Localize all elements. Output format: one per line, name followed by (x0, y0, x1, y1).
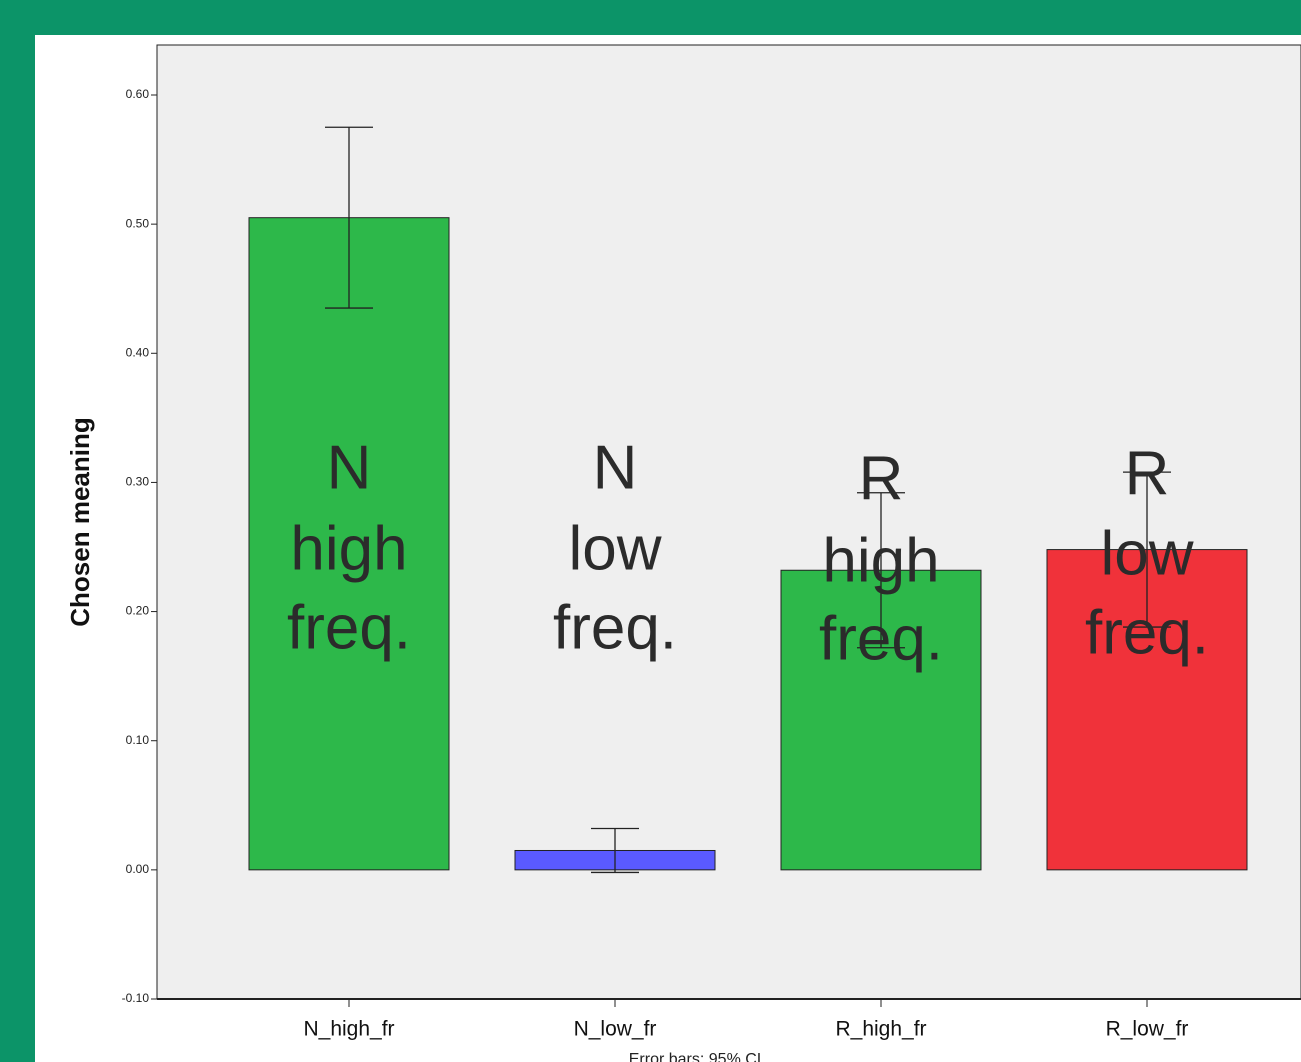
x-tick-label: R_high_fr (835, 1018, 926, 1041)
y-tick-label: 0.50 (126, 216, 150, 230)
y-tick-label: -0.10 (122, 991, 150, 1005)
y-tick-label: 0.40 (126, 345, 150, 359)
annotation: N (327, 433, 372, 502)
y-axis-label: Chosen meaning (65, 417, 95, 626)
annotation: N (593, 433, 638, 502)
error-bar (857, 492, 905, 649)
bar (248, 217, 450, 871)
x-tick-label: R_low_fr (1106, 1018, 1189, 1041)
y-tick-label: 0.20 (126, 604, 150, 618)
annotation: R (859, 444, 904, 513)
error-bar (591, 827, 639, 874)
y-tick-label: 0.60 (126, 87, 150, 101)
y-tick-label: 0.30 (126, 475, 150, 489)
x-tick-label: N_low_fr (574, 1018, 657, 1041)
footnote: Error bars: 95% CI (629, 1051, 761, 1062)
annotation: high (822, 526, 939, 595)
y-tick-label: 0.00 (126, 862, 150, 876)
annotation: high (290, 514, 407, 583)
x-tick-label: N_high_fr (303, 1018, 394, 1041)
annotation: R (1125, 439, 1170, 508)
annotation: freq. (819, 604, 943, 673)
y-tick-label: 0.10 (126, 733, 150, 747)
error-bar (325, 126, 373, 309)
annotation: freq. (553, 593, 677, 662)
annotation: low (568, 514, 661, 583)
annotation: freq. (1085, 598, 1209, 667)
annotation: low (1100, 519, 1193, 588)
annotation: freq. (287, 593, 411, 662)
error-bar (1123, 471, 1171, 628)
